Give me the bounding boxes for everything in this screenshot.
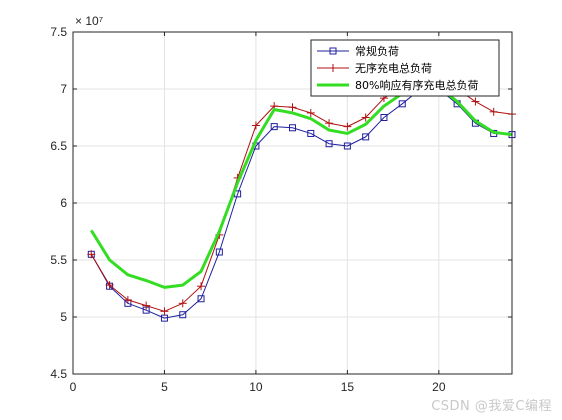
data-point-plus (288, 103, 297, 112)
x-tick-label: 5 (161, 380, 168, 394)
series-line (90, 82, 513, 289)
data-point-square (380, 114, 388, 121)
tick-labels: 0 5 10 15 20 4.5 5 5.5 6 6.5 7 7.5 × 10⁷ (50, 14, 446, 394)
data-point-plus (197, 282, 206, 291)
data-point-square (343, 142, 351, 150)
data-point-square (270, 123, 278, 131)
data-point-plus (87, 250, 96, 259)
data-point-plus (325, 119, 334, 128)
data-point-plus (123, 295, 132, 304)
data-point-plus (306, 108, 315, 117)
legend-item-1: 常规负荷 (317, 44, 399, 58)
data-point-square (179, 311, 187, 319)
x-tick-label: 20 (432, 380, 446, 394)
data-point-square (215, 248, 223, 256)
y-tick-label: 7 (60, 82, 67, 96)
y-exponent-label: × 10⁷ (75, 14, 103, 28)
legend-label: 常规负荷 (355, 44, 399, 58)
data-point-square (289, 124, 296, 132)
data-point-plus (251, 121, 260, 130)
legend-marker-square (329, 47, 337, 55)
series-3 (90, 82, 513, 289)
series-1 (87, 85, 516, 322)
legend-label: 无序充电总负荷 (355, 61, 432, 75)
y-tick-label: 5 (60, 310, 67, 324)
legend-item-3: 80%响应有序充电总负荷 (317, 78, 478, 92)
x-tick-label: 10 (249, 380, 263, 394)
data-point-plus (160, 307, 169, 316)
y-tick-label: 5.5 (50, 253, 67, 267)
series-2 (87, 73, 516, 316)
data-point-plus (178, 299, 187, 308)
data-point-plus (343, 122, 352, 131)
data-point-square (307, 129, 315, 137)
data-point-square (197, 295, 205, 303)
axes (72, 31, 513, 375)
x-tick-label: 0 (70, 380, 77, 394)
series-line (90, 77, 513, 312)
data-point-plus (361, 113, 370, 122)
data-point-plus (471, 97, 480, 106)
x-tick-label: 15 (341, 380, 355, 394)
watermark: CSDN @我爱C编程 (431, 399, 552, 414)
y-tick-label: 4.5 (50, 367, 67, 381)
data-point-plus (489, 107, 498, 116)
y-tick-label: 6.5 (50, 139, 67, 153)
legend-label: 80%响应有序充电总负荷 (355, 78, 478, 92)
series-group (87, 73, 516, 322)
y-tick-label: 7.5 (50, 25, 67, 39)
data-point-square (398, 100, 406, 108)
legend-item-2: 无序充电总负荷 (317, 61, 432, 75)
data-point-square (362, 133, 370, 141)
data-point-plus (142, 301, 151, 310)
data-point-plus (105, 281, 114, 290)
y-tick-label: 6 (60, 196, 67, 210)
data-point-square (325, 140, 333, 148)
